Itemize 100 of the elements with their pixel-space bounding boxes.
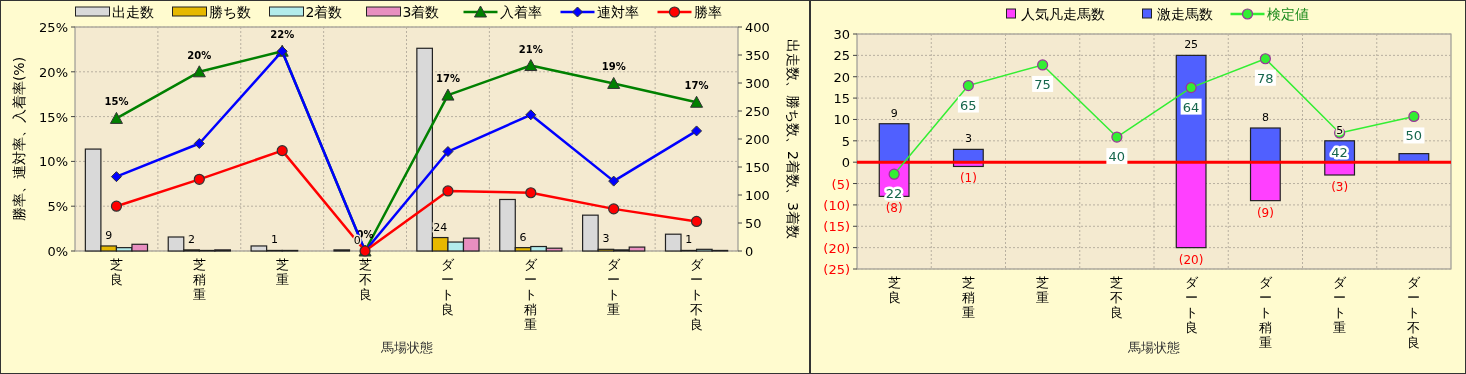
legend-label: 勝ち数 bbox=[208, 4, 251, 20]
y-tick-label: 0 bbox=[841, 155, 850, 171]
data-label: 78 bbox=[1257, 70, 1274, 86]
data-label: 40 bbox=[1108, 149, 1126, 165]
x-tick-label: ダート良 bbox=[441, 257, 456, 317]
data-label: 15% bbox=[104, 96, 129, 108]
legend-label: 出走数 bbox=[111, 4, 154, 20]
point bbox=[193, 137, 205, 149]
point bbox=[442, 185, 454, 197]
y-axis-title: 勝率、連対率、入着率(%) bbox=[11, 56, 27, 222]
x-tick-label: 芝稍重 bbox=[192, 257, 206, 302]
point bbox=[962, 79, 974, 92]
x-tick-label: ダート稍重 bbox=[1258, 275, 1273, 350]
data-label: 3 bbox=[602, 232, 610, 246]
data-label: 42 bbox=[1331, 144, 1348, 160]
data-label: 2 bbox=[188, 232, 196, 246]
data-label: 19% bbox=[601, 61, 626, 73]
legend-label: 2着数 bbox=[305, 4, 343, 20]
point bbox=[690, 215, 703, 228]
point bbox=[109, 111, 123, 124]
y-tick-label: (25) bbox=[823, 262, 850, 277]
point bbox=[1111, 131, 1123, 143]
x-tick-label: ダート良 bbox=[1184, 275, 1199, 335]
point bbox=[442, 146, 454, 158]
y-tick-label: 25% bbox=[39, 20, 68, 35]
data-label: 8 bbox=[1261, 111, 1269, 124]
data-label: 65 bbox=[960, 97, 977, 113]
data-label: 21% bbox=[518, 43, 543, 55]
data-label: 17% bbox=[435, 73, 460, 85]
point bbox=[110, 171, 122, 183]
data-label: (20) bbox=[1178, 252, 1204, 267]
data-label: 1 bbox=[270, 233, 278, 247]
point bbox=[691, 125, 703, 137]
y-tick-label: 10 bbox=[833, 112, 850, 128]
y-tick-label: 10% bbox=[39, 154, 68, 170]
legend-label: 連対率 bbox=[596, 4, 639, 20]
point bbox=[441, 88, 455, 101]
point bbox=[110, 200, 123, 212]
x-tick-label: 芝良 bbox=[109, 257, 123, 287]
x-tick-label: ダート不良 bbox=[690, 257, 705, 332]
data-label: (3) bbox=[1331, 180, 1349, 194]
y2-tick-label: 400 bbox=[745, 20, 770, 35]
legend-label: 激走馬数 bbox=[1156, 6, 1213, 22]
y-tick-label: 0% bbox=[47, 244, 68, 259]
data-label: (9) bbox=[1256, 205, 1274, 220]
bar bbox=[1249, 161, 1281, 202]
bar bbox=[1249, 127, 1281, 163]
y2-tick-label: 150 bbox=[745, 160, 770, 175]
data-label: 20% bbox=[187, 49, 212, 61]
legend-label: 入着率 bbox=[499, 4, 542, 20]
x-axis-title: 馬場状態 bbox=[379, 340, 433, 355]
data-label: 3 bbox=[964, 132, 972, 146]
data-label: 9 bbox=[890, 106, 898, 120]
point bbox=[193, 173, 205, 185]
y2-tick-label: 350 bbox=[745, 48, 770, 63]
y-tick-label: 15% bbox=[39, 109, 68, 125]
point bbox=[1185, 82, 1197, 94]
data-label: (1) bbox=[959, 171, 977, 186]
point bbox=[525, 109, 537, 121]
x-tick-label: 芝良 bbox=[887, 275, 901, 305]
data-label: 5 bbox=[1336, 123, 1344, 137]
y-tick-label: 30 bbox=[833, 27, 850, 42]
x-tick-label: 芝重 bbox=[1036, 275, 1050, 305]
bar bbox=[1175, 161, 1207, 249]
legend-label: 勝率 bbox=[693, 4, 722, 20]
data-label: 6 bbox=[519, 230, 527, 244]
legend-label: 人気凡走馬数 bbox=[1020, 6, 1105, 22]
y2-axis-title: 出走数、勝ち数、2着数、3着数 bbox=[785, 39, 801, 239]
y2-tick-label: 0 bbox=[745, 244, 754, 259]
point bbox=[276, 145, 288, 157]
legend-label: 3着数 bbox=[402, 4, 440, 20]
y-tick-label: (20) bbox=[823, 240, 850, 256]
y-tick-label: 5% bbox=[47, 199, 68, 215]
data-label: 75 bbox=[1034, 76, 1051, 92]
x-tick-label: 芝稍重 bbox=[961, 275, 975, 320]
x-tick-label: 芝重 bbox=[275, 257, 289, 287]
data-label: 24 bbox=[433, 220, 448, 234]
y2-tick-label: 50 bbox=[745, 216, 762, 231]
y2-tick-label: 100 bbox=[745, 188, 770, 203]
point bbox=[607, 76, 621, 89]
x-tick-label: 芝不良 bbox=[358, 257, 372, 302]
point bbox=[1259, 53, 1271, 65]
point bbox=[525, 187, 537, 199]
data-label: 1 bbox=[685, 233, 693, 247]
y-tick-label: 25 bbox=[833, 48, 850, 64]
data-label: 22% bbox=[270, 29, 295, 41]
y-tick-label: 5 bbox=[841, 133, 850, 149]
legend-label: 検定値 bbox=[1266, 6, 1309, 22]
x-tick-label: 芝不良 bbox=[1110, 275, 1124, 320]
x-axis-title: 馬場状態 bbox=[1127, 340, 1180, 355]
point bbox=[690, 95, 704, 108]
y-tick-label: (15) bbox=[823, 219, 850, 235]
y2-tick-label: 200 bbox=[745, 132, 770, 147]
data-label: 17% bbox=[684, 80, 709, 92]
data-label: 9 bbox=[105, 228, 113, 242]
y2-tick-label: 250 bbox=[745, 104, 770, 119]
x-tick-label: ダート重 bbox=[1333, 275, 1348, 335]
x-tick-label: ダート重 bbox=[607, 257, 622, 317]
point bbox=[524, 59, 538, 72]
y2-tick-label: 300 bbox=[745, 76, 770, 91]
